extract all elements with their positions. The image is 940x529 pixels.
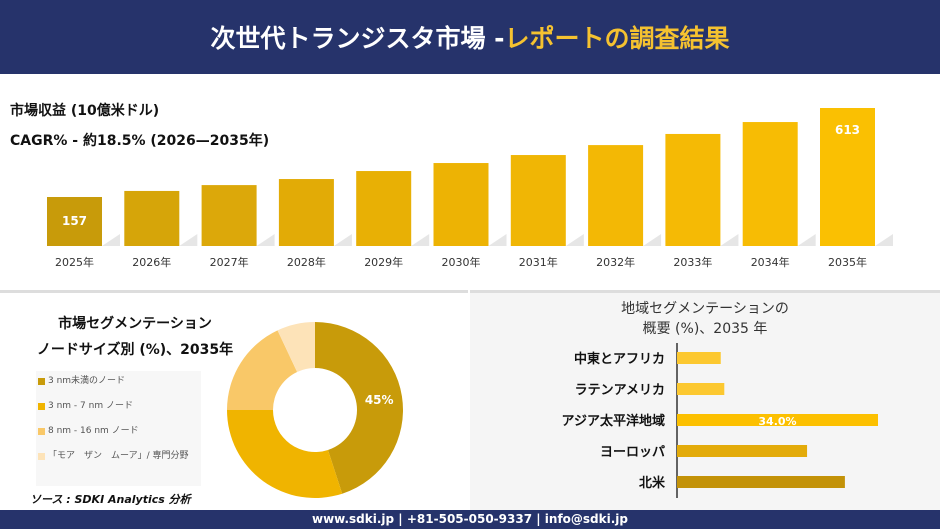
title-main: 次世代トランジスタ市場 -	[210, 24, 505, 53]
footer-contact: www.sdki.jp | +81-505-050-9337 | info@sd…	[0, 510, 940, 529]
legend-item: 8 nm - 16 nm ノード	[36, 423, 201, 448]
bar-shadow	[720, 234, 739, 246]
header-banner: 次世代トランジスタ市場 - レポートの調査結果	[0, 0, 940, 74]
region-bar	[677, 352, 721, 364]
legend-swatch	[38, 378, 45, 385]
region-label: ラテンアメリカ	[575, 383, 665, 398]
revenue-bar	[433, 163, 489, 246]
bar-shadow	[102, 234, 120, 246]
revenue-bar	[278, 179, 334, 246]
donut-slice	[277, 322, 315, 372]
legend-swatch	[38, 428, 45, 435]
year-label: 2030年	[442, 255, 481, 269]
year-label: 2034年	[751, 255, 790, 269]
bar-shadow	[797, 234, 816, 246]
region-bar	[677, 414, 878, 426]
region-bar	[677, 445, 808, 457]
revenue-bar	[356, 171, 412, 246]
pie-title: 市場セグメンテーション ノードサイズ別 (%)、2035年	[30, 311, 240, 363]
region-label: 北米	[639, 475, 666, 491]
year-label: 2027年	[210, 255, 249, 269]
bar-shadow	[875, 234, 893, 246]
pie-title-line1: 市場セグメンテーション	[58, 316, 212, 332]
legend-item: 3 nm - 7 nm ノード	[36, 398, 201, 423]
revenue-bar	[201, 185, 257, 246]
bar-shadow	[179, 234, 198, 246]
year-label: 2032年	[596, 255, 635, 269]
node-size-panel: 市場セグメンテーション ノードサイズ別 (%)、2035年 3 nm未満のノード…	[0, 290, 468, 510]
region-title-line1: 地域セグメンテーションの	[621, 301, 789, 317]
year-label: 2029年	[364, 255, 403, 269]
revenue-bar	[124, 190, 180, 246]
region-value-label: 34.0%	[758, 415, 796, 428]
title-highlight: レポートの調査結果	[504, 24, 730, 53]
legend-label: 3 nm未満のノード	[48, 376, 126, 386]
node-size-donut-chart: 45%	[227, 322, 404, 498]
region-bar	[677, 383, 725, 395]
revenue-bar-chart: 2025年 157 2026年 2027年 2028年 2029年 2030年 2031年 20…	[47, 108, 893, 269]
year-label: 2025年	[55, 255, 94, 269]
revenue-bar	[820, 108, 875, 246]
cagr-subtitle: CAGR% - 約18.5% (2026—2035年)	[10, 133, 270, 149]
revenue-bar	[742, 122, 798, 246]
bar-shadow	[256, 234, 275, 246]
pie-legend: 3 nm未満のノード 3 nm - 7 nm ノード 8 nm - 16 nm ノー…	[36, 371, 201, 486]
revenue-bar	[665, 133, 721, 246]
legend-item: 3 nm未満のノード	[36, 373, 201, 398]
legend-swatch	[38, 453, 45, 460]
revenue-bar	[588, 145, 644, 246]
revenue-bar	[47, 197, 102, 246]
bar-value-label: 157	[62, 214, 87, 228]
donut-slice	[315, 322, 404, 494]
bar-value-label: 613	[835, 123, 860, 137]
revenue-chart-title: 市場収益 (10億米ドル)	[10, 103, 160, 119]
region-label: ヨーロッパ	[600, 445, 665, 460]
legend-label: 「モア ザン ムーア」/ 専門分野	[48, 451, 189, 461]
year-label: 2028年	[287, 255, 326, 269]
region-panel: 地域セグメンテーションの 概要 (%)、2035 年 中東とアフリカ ラテンアメリ…	[470, 290, 940, 510]
bar-shadow	[411, 234, 430, 246]
donut-slice	[227, 410, 343, 498]
legend-item: 「モア ザン ムーア」/ 専門分野	[36, 448, 201, 484]
region-label: アジア太平洋地域	[562, 413, 665, 429]
bar-shadow	[333, 234, 352, 246]
source-note: ソース : SDKI Analytics 分析	[30, 493, 191, 506]
legend-label: 3 nm - 7 nm ノード	[48, 401, 133, 411]
revenue-bar	[510, 155, 566, 246]
slice-value-label: 45%	[365, 393, 394, 407]
year-label: 2026年	[132, 255, 171, 269]
year-label: 2033年	[673, 255, 712, 269]
region-title-line2: 概要 (%)、2035 年	[642, 321, 768, 337]
region-chart-title: 地域セグメンテーションの 概要 (%)、2035 年	[470, 299, 940, 339]
bar-shadow	[488, 234, 507, 246]
bar-shadow	[565, 234, 584, 246]
region-label: 中東とアフリカ	[574, 351, 665, 367]
legend-label: 8 nm - 16 nm ノード	[48, 426, 139, 436]
region-bar	[677, 476, 845, 488]
bar-shadow	[643, 234, 662, 246]
legend-swatch	[38, 403, 45, 410]
year-label: 2035年	[828, 255, 867, 269]
year-label: 2031年	[519, 255, 558, 269]
revenue-chart-panel: 市場収益 (10億米ドル) CAGR% - 約18.5% (2026—2035年…	[0, 74, 940, 290]
pie-title-line2: ノードサイズ別 (%)、2035年	[36, 342, 234, 358]
donut-slice	[227, 330, 298, 410]
